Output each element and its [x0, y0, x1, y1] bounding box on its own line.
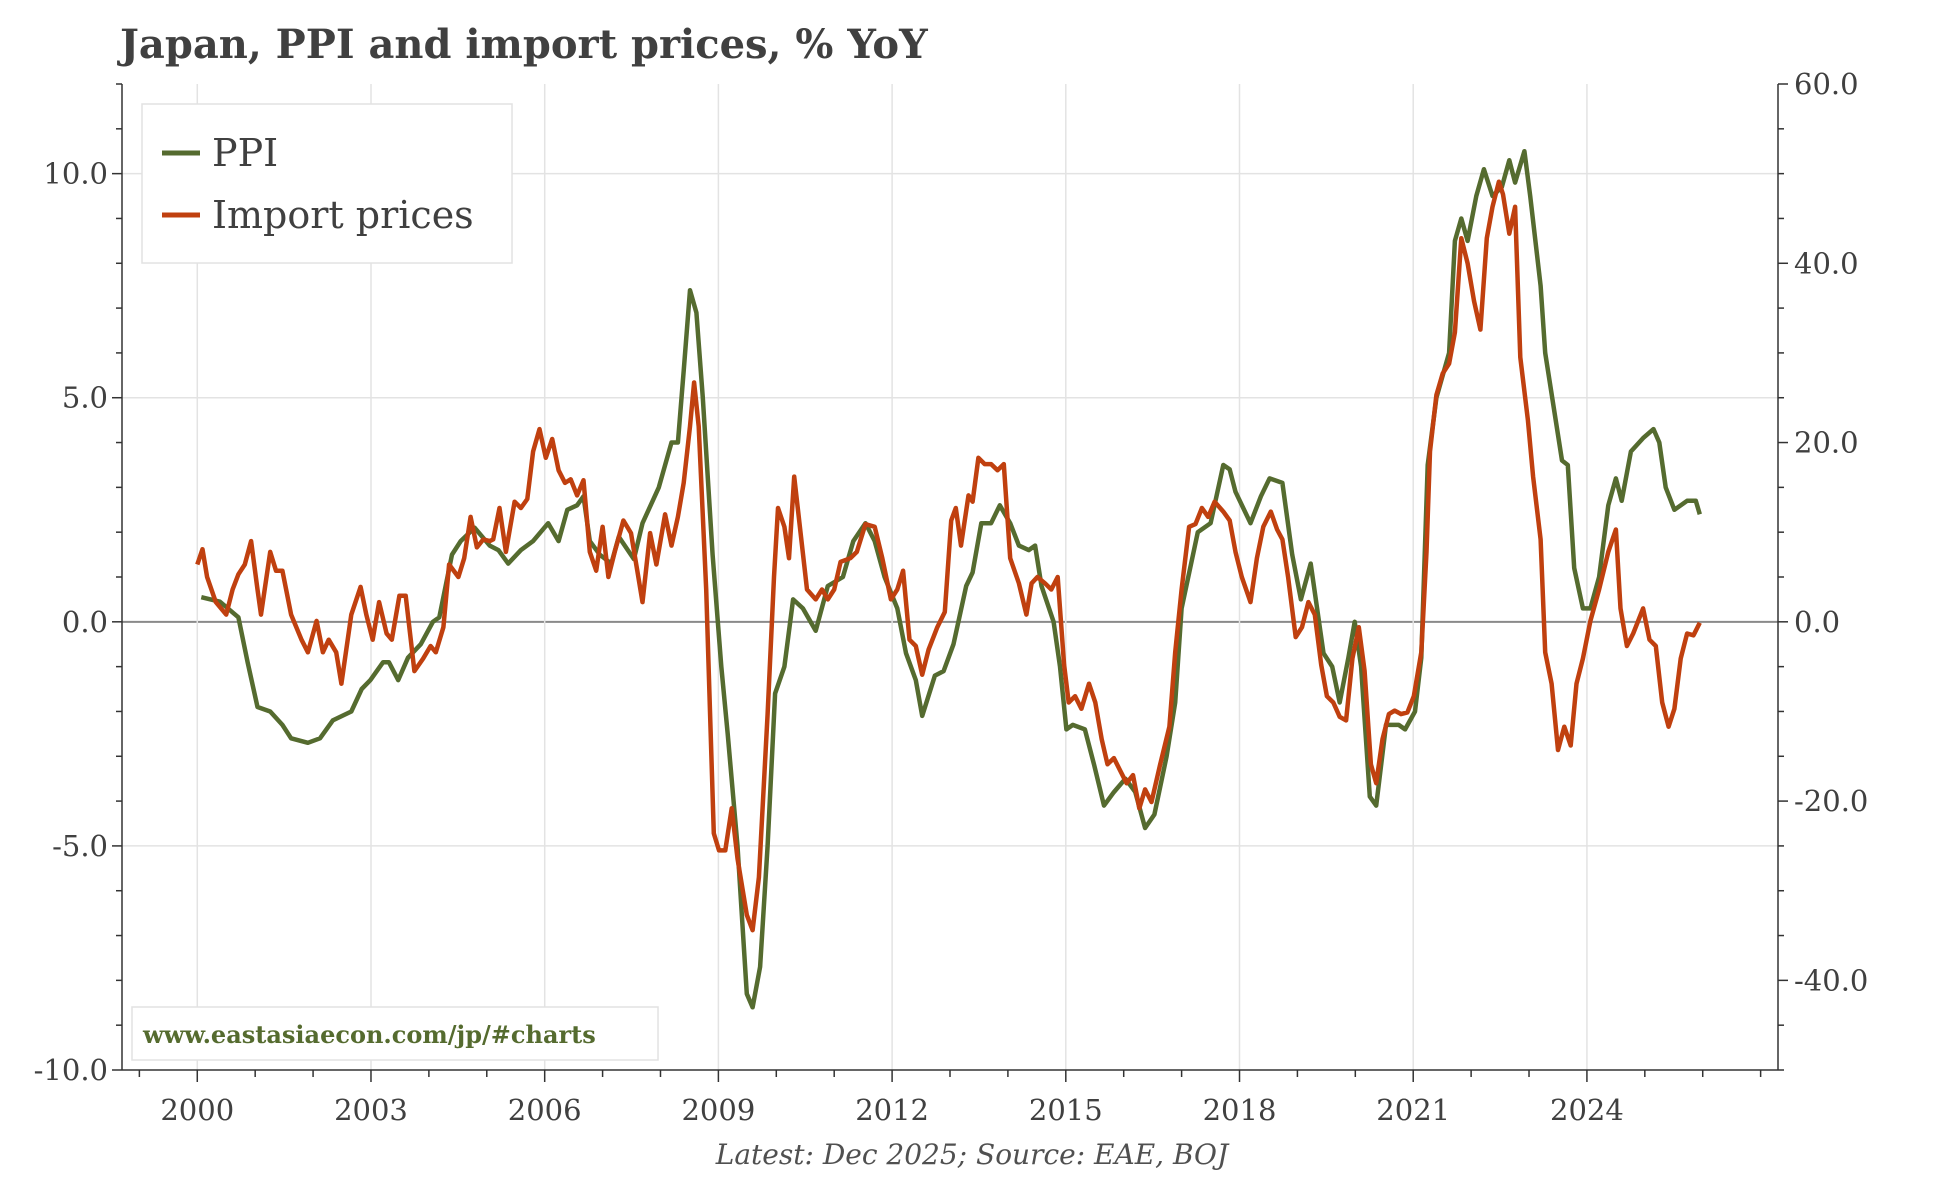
watermark-box	[131, 1006, 659, 1061]
left-tick-label: 5.0	[62, 381, 108, 415]
series-lines	[195, 148, 1702, 1010]
x-tick-label: 2006	[508, 1093, 582, 1127]
right-tick-label: -20.0	[1794, 784, 1868, 818]
x-tick-label: 2015	[1029, 1093, 1103, 1127]
left-tick-label: -5.0	[52, 829, 108, 863]
legend-label-import-prices: Import prices	[212, 193, 474, 237]
right-tick-label: 60.0	[1794, 67, 1859, 101]
series-line-ppi	[200, 148, 1702, 1010]
right-tick-label: -40.0	[1794, 963, 1868, 997]
legend-box	[141, 103, 513, 264]
series-line-import-prices	[195, 179, 1702, 933]
x-tick-label: 2000	[160, 1093, 234, 1127]
legend-label-ppi: PPI	[212, 131, 278, 175]
right-tick-label: 0.0	[1794, 605, 1840, 639]
x-tick-label: 2009	[681, 1093, 755, 1127]
left-tick-label: 10.0	[43, 157, 108, 191]
right-tick-label: 40.0	[1794, 246, 1859, 280]
x-tick-label: 2021	[1376, 1093, 1450, 1127]
x-tick-label: 2012	[855, 1093, 929, 1127]
source-note: Latest: Dec 2025; Source: EAE, BOJ	[715, 1138, 1230, 1171]
axes: 10.0 5.0 0.0 -5.0 -10.0 60.0 40.0 20.0 0.0 -20.0 -…	[34, 67, 1869, 1127]
watermark-text: www.eastasiaecon.com/jp/#charts	[142, 1020, 596, 1049]
left-tick-label: 0.0	[62, 605, 108, 639]
x-tick-label: 2024	[1550, 1093, 1624, 1127]
legend: PPI Import prices	[141, 103, 513, 264]
x-tick-label: 2018	[1203, 1093, 1277, 1127]
chart-title: Japan, PPI and import prices, % YoY	[117, 21, 928, 68]
x-tick-label: 2003	[334, 1093, 408, 1127]
right-tick-label: 20.0	[1794, 426, 1859, 460]
left-tick-label: -10.0	[34, 1053, 108, 1087]
watermark: www.eastasiaecon.com/jp/#charts	[131, 1006, 659, 1061]
